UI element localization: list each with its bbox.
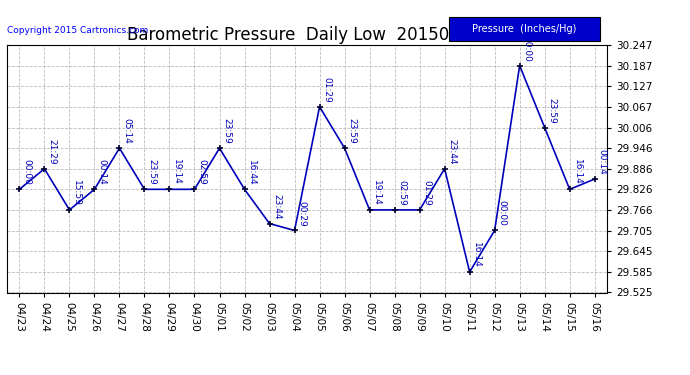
Text: 00:00: 00:00 <box>497 200 506 226</box>
Text: 02:59: 02:59 <box>397 180 406 206</box>
Text: 16:14: 16:14 <box>573 159 582 185</box>
Text: 05:14: 05:14 <box>122 118 131 144</box>
Text: 16:44: 16:44 <box>247 159 256 185</box>
Text: 00:14: 00:14 <box>97 159 106 185</box>
Text: 23:44: 23:44 <box>273 194 282 219</box>
Text: 00:29: 00:29 <box>297 201 306 226</box>
Text: 23:59: 23:59 <box>147 159 156 185</box>
Text: 01:29: 01:29 <box>322 77 331 102</box>
Text: 00:00: 00:00 <box>522 36 531 62</box>
Text: 23:59: 23:59 <box>347 118 356 144</box>
Text: 02:59: 02:59 <box>197 159 206 185</box>
Text: 23:59: 23:59 <box>222 118 231 144</box>
Text: 23:59: 23:59 <box>547 98 556 123</box>
Text: 21:29: 21:29 <box>47 139 56 165</box>
Text: Barometric Pressure  Daily Low  20150517: Barometric Pressure Daily Low 20150517 <box>127 26 480 44</box>
Text: 19:14: 19:14 <box>373 180 382 206</box>
Text: 15:59: 15:59 <box>72 180 81 206</box>
Text: 19:14: 19:14 <box>172 159 181 185</box>
Text: Copyright 2015 Cartronics.com: Copyright 2015 Cartronics.com <box>7 26 148 35</box>
Text: 23:44: 23:44 <box>447 139 456 165</box>
Text: 01:29: 01:29 <box>422 180 431 206</box>
Text: 00:14: 00:14 <box>598 149 607 175</box>
Text: 00:00: 00:00 <box>22 159 31 185</box>
Text: Pressure  (Inches/Hg): Pressure (Inches/Hg) <box>472 24 577 34</box>
Text: 16:14: 16:14 <box>473 242 482 268</box>
